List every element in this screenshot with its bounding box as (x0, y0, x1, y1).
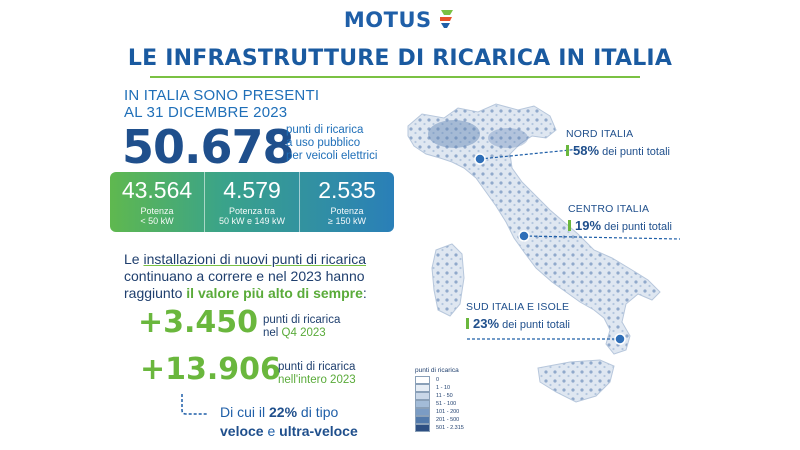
stat-low-power: 43.564 Potenza < 50 kW (110, 172, 204, 232)
note-prefix: Di cui il (220, 404, 270, 420)
power-stats-box: 43.564 Potenza < 50 kW 4.579 Potenza tra… (110, 172, 394, 232)
increment-desc-prefix: nel (263, 327, 282, 339)
legend-label: 101 - 200 (436, 409, 460, 415)
stat-label-2: ≥ 150 kW (328, 216, 366, 226)
sicily-shape (537, 359, 615, 403)
increment-desc-highlight: nell'intero 2023 (278, 374, 356, 386)
legend-row: 0 (415, 376, 464, 384)
stat-label-1: Potenza tra (228, 206, 276, 216)
region-percentage: 19% (575, 218, 602, 233)
region-centro: CENTRO ITALIA 19% dei punti totali (568, 203, 672, 233)
region-percentage: 23% (473, 316, 500, 331)
increment-desc-highlight: Q4 2023 (281, 327, 326, 339)
legend-row: 51 - 100 (415, 400, 464, 408)
legend-row: 501 - 2.315 (415, 424, 464, 432)
region-share: 19% dei punti totali (568, 218, 672, 233)
legend-row: 11 - 50 (415, 392, 464, 400)
centro-marker (518, 230, 530, 242)
region-share: 23% dei punti totali (466, 316, 570, 331)
legend-label: 0 (436, 377, 440, 383)
page-title: LE INFRASTRUTTURE DI RICARICA IN ITALIA (127, 46, 673, 71)
note-ultra-fast: ultra-veloce (279, 423, 358, 439)
legend-title: punti di ricarica (415, 367, 459, 374)
increment-desc-line-1: punti di ricarica (263, 314, 341, 326)
stat-label-2: < 50 kW (140, 216, 174, 226)
map-legend: punti di ricarica 0 1 - 10 11 - 50 51 - 100… (415, 367, 464, 432)
year-increment-desc: punti di ricarica nell'intero 2023 (278, 361, 356, 387)
intro-line-1: IN ITALIA SONO PRESENTI (124, 87, 320, 104)
legend-label: 201 - 500 (436, 417, 460, 423)
total-desc-line-3: per veicoli elettrici (286, 150, 378, 162)
note-suffix: di tipo (297, 404, 339, 420)
year-increment-value: +13.906 (140, 352, 281, 387)
region-bar (466, 318, 469, 329)
total-description: punti di ricarica a uso pubblico per vei… (286, 124, 377, 163)
sud-marker (614, 333, 626, 345)
legend-swatch (415, 376, 430, 384)
region-bar (566, 145, 569, 156)
region-share: 58% dei punti totali (566, 143, 670, 158)
region-suffix: dei punti totali (599, 146, 670, 158)
region-sud: SUD ITALIA E ISOLE 23% dei punti totali (466, 301, 570, 331)
legend-label: 1 - 10 (436, 385, 451, 391)
paragraph-part: : (362, 285, 367, 301)
stat-label-1: Potenza (140, 206, 174, 216)
legend-swatch (415, 400, 430, 408)
region-name: SUD ITALIA E ISOLE (466, 301, 570, 313)
paragraph-part: raggiunto (124, 285, 187, 301)
installations-paragraph: Le installazioni di nuovi punti di ricar… (124, 251, 384, 302)
region-name: NORD ITALIA (566, 128, 634, 140)
stat-label-1: Potenza (330, 206, 364, 216)
stat-label-2: 50 kW e 149 kW (218, 216, 286, 226)
legend-swatch (415, 392, 430, 400)
fast-charging-note: Di cui il 22% di tipo veloce e ultra-vel… (220, 403, 358, 441)
paragraph-underlined: installazioni di nuovi punti di ricarica (143, 251, 367, 267)
increment-desc-line-1: punti di ricarica (278, 361, 356, 373)
intro-line-2: AL 31 DICEMBRE 2023 (124, 104, 288, 121)
region-nord: NORD ITALIA 58% dei punti totali (566, 128, 670, 158)
title-underline (150, 76, 640, 78)
legend-row: 201 - 500 (415, 416, 464, 424)
note-fast: veloce (220, 423, 264, 439)
dashed-connector (181, 394, 208, 415)
stat-value: 2.535 (318, 177, 376, 203)
note-percentage: 22% (269, 404, 298, 420)
motus-logo: MOTUS (0, 8, 800, 32)
stat-value: 43.564 (121, 177, 193, 203)
total-charging-points: 50.678 (122, 120, 295, 174)
legend-label: 51 - 100 (436, 401, 457, 407)
region-suffix: dei punti totali (601, 221, 672, 233)
paragraph-part: Le (124, 251, 144, 267)
total-desc-line-1: punti di ricarica (286, 124, 364, 136)
region-name: CENTRO ITALIA (568, 203, 650, 215)
sardinia-shape (431, 243, 465, 317)
legend-swatch (415, 408, 430, 416)
legend-label: 11 - 50 (436, 393, 453, 399)
motus-e-logo-icon (440, 10, 454, 28)
paragraph-highlight: il valore più alto di sempre (186, 285, 363, 301)
nord-marker (474, 153, 486, 165)
region-percentage: 58% (573, 143, 600, 158)
q4-increment-value: +3.450 (138, 305, 259, 340)
paragraph-part: continuano a correre e nel 2023 hanno (124, 268, 365, 284)
legend-swatch (415, 424, 430, 432)
legend-swatch (415, 416, 430, 424)
region-bar (568, 220, 571, 231)
italy-mainland-shape (407, 103, 661, 355)
stat-mid-power: 4.579 Potenza tra 50 kW e 149 kW (204, 172, 299, 232)
stat-value: 4.579 (223, 177, 281, 203)
note-and: e (263, 423, 280, 439)
stat-high-power: 2.535 Potenza ≥ 150 kW (299, 172, 394, 232)
legend-row: 1 - 10 (415, 384, 464, 392)
region-suffix: dei punti totali (499, 319, 570, 331)
legend-row: 101 - 200 (415, 408, 464, 416)
legend-swatch (415, 384, 430, 392)
intro-text: IN ITALIA SONO PRESENTI AL 31 DICEMBRE 2… (124, 87, 319, 121)
q4-increment-desc: punti di ricarica nel Q4 2023 (263, 314, 340, 340)
logo-text: MOTUS (343, 8, 432, 32)
italy-density-map (407, 103, 681, 403)
legend-label: 501 - 2.315 (436, 425, 464, 431)
total-desc-line-2: a uso pubblico (286, 137, 361, 149)
